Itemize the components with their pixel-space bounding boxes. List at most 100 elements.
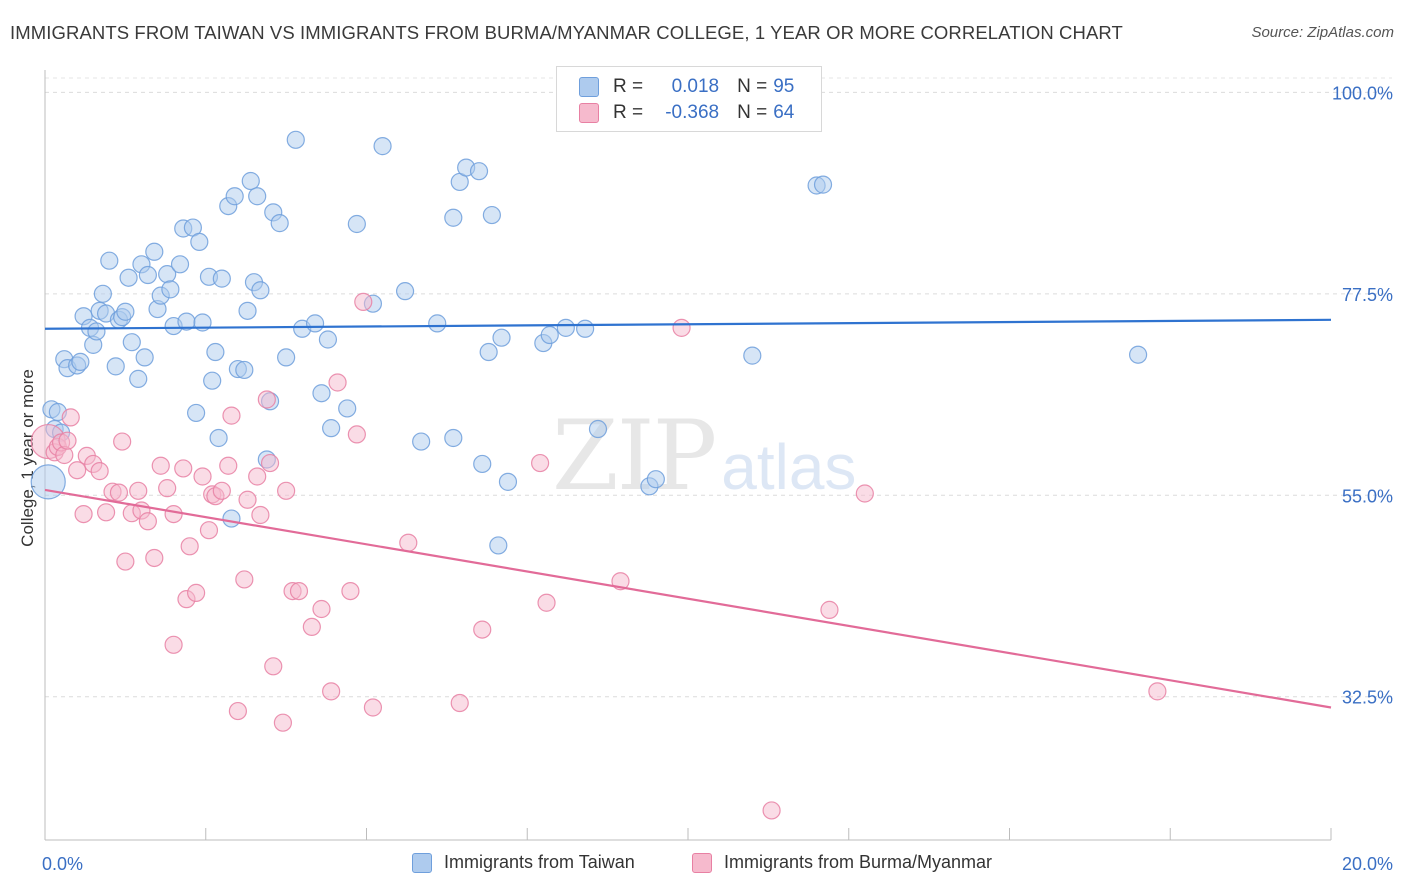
taiwan-point: [1128, 345, 1148, 364]
legend-n-label: N =: [737, 76, 768, 97]
burma-point: [212, 481, 231, 500]
burma-point: [151, 456, 170, 475]
burma-point: [138, 512, 157, 531]
chart-title: IMMIGRANTS FROM TAIWAN VS IMMIGRANTS FRO…: [10, 22, 1123, 43]
legend-r-value-burma: -0.368: [665, 102, 720, 123]
burma-point: [235, 570, 254, 589]
burma-point: [68, 461, 87, 480]
burma-point: [260, 453, 280, 473]
taiwan-point: [206, 342, 225, 362]
taiwan-point: [190, 232, 209, 252]
taiwan-point: [412, 432, 431, 451]
burma-trend-line: [44, 488, 1332, 709]
burma-point: [264, 657, 283, 676]
taiwan-point: [203, 371, 222, 390]
taiwan-point: [222, 509, 241, 528]
burma-point: [328, 373, 347, 392]
burma-point: [273, 713, 293, 732]
taiwan-point: [87, 322, 106, 341]
taiwan-point: [395, 282, 415, 301]
burma-point: [180, 537, 199, 556]
y-tick-label: 100.0%: [1332, 83, 1393, 103]
taiwan-point: [251, 281, 270, 300]
taiwan-point: [813, 175, 833, 194]
burma-point: [277, 481, 296, 500]
taiwan-trend-line: [44, 318, 1332, 330]
burma-point: [222, 406, 241, 425]
taiwan-point: [187, 403, 206, 423]
legend-r-value-taiwan: 0.018: [671, 76, 720, 97]
taiwan-point: [116, 302, 135, 321]
taiwan-point: [479, 342, 498, 362]
x-tick-label: 0.0%: [42, 854, 83, 874]
taiwan-point: [743, 346, 762, 365]
taiwan-point: [119, 268, 138, 287]
taiwan-point: [145, 242, 164, 261]
taiwan-point: [277, 348, 296, 367]
burma-point: [302, 617, 321, 637]
taiwan-legend-label: Immigrants from Taiwan: [444, 852, 635, 872]
burma-point: [537, 593, 556, 612]
burma-point: [164, 504, 183, 524]
taiwan-point: [225, 187, 244, 206]
source-note: Source: ZipAtlas.com: [1251, 24, 1394, 41]
y-tick-label: 55.0%: [1342, 486, 1393, 506]
taiwan-point: [138, 265, 157, 285]
legend-row-taiwan: R = 0.018 N = 95: [579, 75, 812, 99]
burma-point: [174, 459, 193, 478]
burma-point: [531, 453, 550, 473]
taiwan-point: [170, 255, 190, 274]
taiwan-point: [489, 536, 508, 555]
burma-point: [158, 479, 177, 498]
burma-point: [238, 490, 257, 509]
taiwan-point: [248, 187, 267, 206]
taiwan-point: [286, 130, 305, 149]
taiwan-point: [129, 369, 148, 388]
taiwan-point: [71, 352, 90, 371]
taiwan-point: [122, 333, 141, 352]
taiwan-point: [444, 208, 463, 227]
taiwan-point: [444, 428, 463, 448]
taiwan-point: [238, 301, 257, 320]
burma-point: [109, 483, 129, 502]
correlation-legend: R = 0.018 N = 95 R = -0.368 N = 64: [556, 66, 822, 132]
x-tick-label: 20.0%: [1342, 854, 1393, 874]
burma-point: [820, 600, 839, 619]
taiwan-point: [135, 348, 154, 367]
burma-swatch-icon: [579, 103, 599, 123]
taiwan-point: [209, 428, 228, 448]
legend-n-value-taiwan: 95: [773, 76, 795, 97]
burma-point: [450, 693, 469, 713]
burma-point: [347, 425, 366, 444]
taiwan-point: [100, 251, 119, 270]
y-tick-label: 32.5%: [1342, 688, 1393, 708]
taiwan-point: [30, 464, 66, 500]
burma-point: [251, 505, 270, 525]
taiwan-point: [338, 399, 357, 418]
taiwan-point: [212, 269, 231, 288]
burma-point: [322, 682, 341, 701]
burma-point: [219, 456, 238, 475]
burma-point: [672, 318, 691, 337]
taiwan-point: [646, 470, 665, 489]
taiwan-point: [347, 214, 366, 234]
burma-point: [762, 801, 781, 820]
y-tick-label: 77.5%: [1342, 285, 1393, 305]
burma-point: [187, 583, 206, 602]
taiwan-point: [93, 284, 112, 303]
burma-point: [164, 635, 183, 654]
taiwan-point: [235, 360, 254, 380]
burma-point: [248, 467, 267, 486]
taiwan-point: [556, 318, 575, 337]
taiwan-point: [318, 330, 338, 349]
bottom-legend-taiwan: Immigrants from Taiwan: [412, 852, 635, 873]
burma-point: [113, 432, 132, 451]
burma-legend-label: Immigrants from Burma/Myanmar: [724, 852, 993, 872]
taiwan-point: [492, 328, 511, 347]
taiwan-point: [322, 419, 341, 438]
taiwan-swatch-icon: [579, 77, 599, 97]
burma-point: [312, 599, 331, 619]
taiwan-point: [469, 162, 489, 181]
taiwan-point: [588, 419, 608, 439]
